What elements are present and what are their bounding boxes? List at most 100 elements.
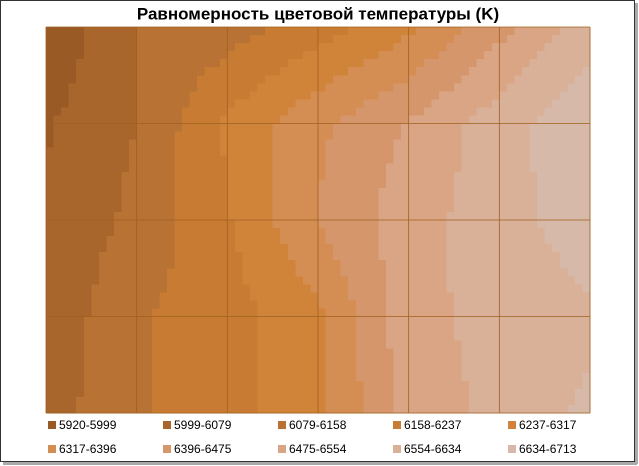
surface-cell [242, 27, 251, 36]
surface-cell [469, 260, 478, 269]
surface-cell [499, 388, 508, 398]
surface-cell [212, 348, 221, 358]
surface-cell [370, 163, 380, 173]
surface-cell [212, 284, 221, 293]
surface-cell [393, 396, 402, 406]
surface-cell [506, 43, 516, 52]
surface-cell [257, 380, 266, 390]
surface-cell [257, 260, 266, 269]
surface-cell [234, 123, 244, 133]
surface-cell [159, 396, 168, 406]
surface-cell [499, 171, 508, 181]
surface-cell [197, 340, 206, 350]
surface-cell [121, 211, 130, 221]
surface-cell [318, 372, 327, 382]
surface-cell [219, 276, 228, 285]
surface-cell [461, 260, 470, 269]
surface-cell [401, 35, 410, 44]
surface-cell [151, 195, 160, 205]
surface-cell [340, 268, 349, 277]
surface-cell [537, 107, 546, 117]
surface-cell [499, 59, 508, 68]
surface-cell [378, 59, 387, 68]
surface-cell [408, 139, 417, 149]
surface-cell [302, 332, 312, 342]
surface-cell [129, 380, 138, 390]
surface-cell [302, 51, 312, 60]
surface-cell [310, 340, 319, 350]
surface-cell [559, 139, 568, 149]
surface-cell [295, 404, 304, 414]
legend-swatch [278, 445, 286, 453]
surface-cell [53, 244, 62, 253]
surface-cell [537, 203, 546, 213]
surface-cell [144, 187, 153, 197]
surface-cell [340, 228, 349, 237]
surface-cell [68, 324, 77, 334]
surface-cell [491, 228, 500, 237]
surface-cell [574, 380, 584, 390]
surface-cell [53, 316, 62, 326]
surface-cell [438, 292, 448, 302]
surface-cell [68, 43, 77, 52]
surface-cell [280, 123, 289, 133]
surface-cell [46, 155, 55, 165]
surface-cell [257, 292, 266, 302]
surface-cell [582, 59, 591, 68]
surface-cell [438, 380, 448, 390]
surface-cell [484, 187, 493, 197]
surface-cell [574, 99, 584, 109]
surface-cell [431, 99, 440, 109]
surface-cell [106, 228, 115, 237]
surface-cell [514, 372, 523, 382]
surface-cell [438, 147, 448, 157]
surface-cell [174, 308, 183, 318]
surface-cell [219, 300, 228, 310]
surface-cell [234, 147, 244, 157]
surface-cell [582, 187, 591, 197]
surface-cell [91, 123, 100, 133]
surface-cell [144, 203, 153, 213]
surface-cell [166, 404, 176, 414]
surface-cell [522, 308, 531, 318]
surface-cell [302, 155, 312, 165]
surface-cell [68, 244, 77, 253]
surface-cell [514, 396, 523, 406]
surface-cell [438, 115, 448, 125]
surface-cell [469, 51, 478, 60]
surface-cell [355, 244, 364, 253]
surface-cell [280, 27, 289, 36]
surface-cell [144, 220, 153, 229]
surface-cell [348, 396, 357, 406]
surface-cell [98, 220, 108, 229]
surface-cell [522, 147, 531, 157]
surface-cell [166, 67, 176, 76]
surface-cell [182, 292, 191, 302]
surface-cell [325, 244, 334, 253]
surface-cell [461, 195, 470, 205]
surface-cell [106, 147, 115, 157]
surface-cell [159, 220, 168, 229]
surface-cell [355, 404, 364, 414]
surface-cell [559, 123, 568, 133]
surface-cell [302, 83, 312, 92]
surface-cell [91, 332, 100, 342]
surface-cell [129, 67, 138, 76]
surface-cell [280, 348, 289, 358]
surface-cell [250, 236, 259, 245]
surface-cell [310, 195, 319, 205]
surface-cell [544, 43, 553, 52]
surface-cell [318, 396, 327, 406]
surface-cell [61, 83, 70, 92]
surface-cell [386, 195, 395, 205]
surface-cell [166, 356, 176, 366]
surface-cell [559, 388, 568, 398]
surface-cell [295, 179, 304, 189]
surface-cell [136, 43, 145, 52]
surface-cell [272, 388, 281, 398]
surface-cell [174, 123, 183, 133]
surface-cell [310, 179, 319, 189]
surface-cell [469, 380, 478, 390]
surface-cell [212, 404, 221, 414]
surface-cell [318, 260, 327, 269]
